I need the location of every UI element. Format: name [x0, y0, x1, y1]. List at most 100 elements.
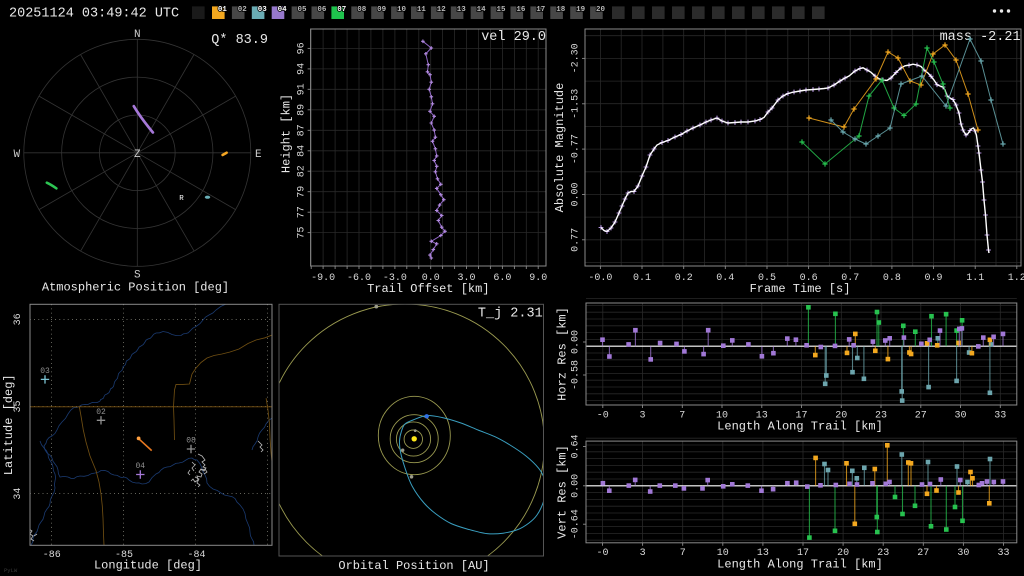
- svg-text:14: 14: [477, 6, 487, 14]
- svg-text:19: 19: [576, 6, 586, 14]
- svg-text:89: 89: [297, 104, 308, 116]
- svg-text:-0.77: -0.77: [571, 134, 582, 164]
- svg-text:11: 11: [417, 6, 427, 14]
- svg-text:0.1: 0.1: [633, 273, 651, 284]
- svg-text:15: 15: [496, 6, 506, 14]
- svg-text:0.00: 0.00: [571, 330, 582, 354]
- svg-text:94: 94: [297, 63, 308, 75]
- svg-text:08: 08: [186, 437, 196, 446]
- svg-text:-84: -84: [187, 550, 205, 561]
- svg-text:-0.58: -0.58: [571, 360, 582, 390]
- svg-text:Vert Res [km]: Vert Res [km]: [556, 445, 570, 539]
- svg-text:-6.0: -6.0: [347, 273, 371, 284]
- svg-text:34: 34: [13, 488, 24, 500]
- svg-text:6.0: 6.0: [493, 273, 511, 284]
- svg-text:-1.53: -1.53: [571, 89, 582, 119]
- svg-text:35: 35: [13, 400, 24, 412]
- svg-text:9.0: 9.0: [529, 273, 547, 284]
- svg-text:01: 01: [218, 6, 228, 14]
- svg-text:30: 30: [954, 411, 966, 422]
- svg-text:0.4: 0.4: [716, 273, 734, 284]
- svg-text:08: 08: [357, 6, 367, 14]
- svg-text:09: 09: [377, 6, 387, 14]
- svg-text:Longitude [deg]: Longitude [deg]: [94, 559, 202, 573]
- svg-text:Absolute Magnitude: Absolute Magnitude: [553, 83, 567, 213]
- svg-text:0.6: 0.6: [800, 273, 818, 284]
- svg-text:Length Along Trail [km]: Length Along Trail [km]: [717, 558, 883, 572]
- svg-text:02: 02: [238, 6, 248, 14]
- svg-text:0.0: 0.0: [422, 273, 440, 284]
- svg-text:05: 05: [297, 6, 307, 14]
- svg-text:17: 17: [795, 411, 807, 422]
- svg-text:07: 07: [337, 6, 346, 14]
- svg-text:10: 10: [397, 6, 407, 14]
- svg-text:Atmospheric Position [deg]: Atmospheric Position [deg]: [42, 281, 229, 295]
- svg-text:Horz Res [km]: Horz Res [km]: [556, 307, 570, 401]
- svg-text:20251124 03:49:42 UTC: 20251124 03:49:42 UTC: [9, 7, 179, 22]
- svg-text:0.5: 0.5: [758, 273, 776, 284]
- svg-text:7: 7: [680, 548, 686, 559]
- svg-text:PyLW: PyLW: [4, 567, 18, 574]
- svg-text:-0.64: -0.64: [571, 509, 582, 539]
- svg-text:Trail Offset [km]: Trail Offset [km]: [367, 282, 489, 296]
- svg-text:03: 03: [258, 6, 268, 14]
- svg-text:12: 12: [437, 6, 447, 14]
- svg-text:23: 23: [877, 548, 889, 559]
- svg-text:02: 02: [96, 408, 106, 417]
- svg-text:82: 82: [297, 165, 308, 177]
- svg-text:04: 04: [135, 462, 145, 471]
- svg-text:-0.0: -0.0: [588, 273, 612, 284]
- svg-text:Height [km]: Height [km]: [279, 94, 293, 173]
- svg-text:04: 04: [278, 6, 288, 14]
- svg-text:18: 18: [556, 6, 566, 14]
- svg-text:87: 87: [297, 124, 308, 136]
- svg-text:23: 23: [875, 411, 887, 422]
- svg-text:13: 13: [457, 6, 467, 14]
- svg-text:27: 27: [915, 411, 927, 422]
- svg-text:E: E: [255, 149, 262, 161]
- svg-text:16: 16: [516, 6, 526, 14]
- svg-text:7: 7: [679, 411, 685, 422]
- svg-text:Orbital Position [AU]: Orbital Position [AU]: [338, 559, 489, 573]
- svg-text:0.00: 0.00: [571, 182, 582, 206]
- svg-text:-3.0: -3.0: [383, 273, 407, 284]
- svg-text:13: 13: [757, 548, 769, 559]
- svg-text:0.77: 0.77: [571, 228, 582, 252]
- svg-text:0.7: 0.7: [841, 273, 859, 284]
- svg-text:17: 17: [536, 6, 545, 14]
- svg-text:-0: -0: [596, 548, 608, 559]
- svg-text:Frame Time [s]: Frame Time [s]: [750, 282, 851, 296]
- svg-text:33: 33: [994, 411, 1006, 422]
- svg-text:3.0: 3.0: [457, 273, 475, 284]
- svg-text:10: 10: [716, 411, 728, 422]
- svg-text:Q* 83.9: Q* 83.9: [211, 33, 268, 48]
- svg-text:27: 27: [917, 548, 929, 559]
- svg-text:vel 29.0: vel 29.0: [481, 30, 546, 45]
- svg-text:13: 13: [756, 411, 768, 422]
- svg-text:1.1: 1.1: [966, 273, 984, 284]
- svg-text:03: 03: [40, 367, 50, 376]
- svg-text:W: W: [13, 149, 20, 161]
- svg-text:1.2: 1.2: [1008, 273, 1024, 284]
- svg-text:S: S: [134, 270, 141, 282]
- svg-text:20: 20: [835, 411, 847, 422]
- svg-text:20: 20: [596, 6, 606, 14]
- svg-text:79: 79: [297, 186, 308, 198]
- svg-text:mass -2.21: mass -2.21: [940, 30, 1021, 45]
- svg-text:33: 33: [997, 548, 1009, 559]
- svg-text:Latitude [deg]: Latitude [deg]: [2, 374, 16, 475]
- svg-text:0.64: 0.64: [571, 434, 582, 458]
- svg-text:10: 10: [717, 548, 729, 559]
- svg-text:75: 75: [297, 227, 308, 239]
- svg-text:N: N: [134, 29, 141, 41]
- svg-text:36: 36: [13, 313, 24, 325]
- svg-text:Z: Z: [134, 149, 141, 161]
- svg-text:06: 06: [317, 6, 327, 14]
- svg-text:3: 3: [640, 548, 646, 559]
- svg-text:R: R: [179, 195, 184, 203]
- svg-text:96: 96: [297, 42, 308, 54]
- svg-text:Length Along Trail [km]: Length Along Trail [km]: [717, 420, 883, 434]
- svg-text:0.2: 0.2: [675, 273, 693, 284]
- svg-text:0.00: 0.00: [571, 474, 582, 498]
- svg-text:17: 17: [797, 548, 809, 559]
